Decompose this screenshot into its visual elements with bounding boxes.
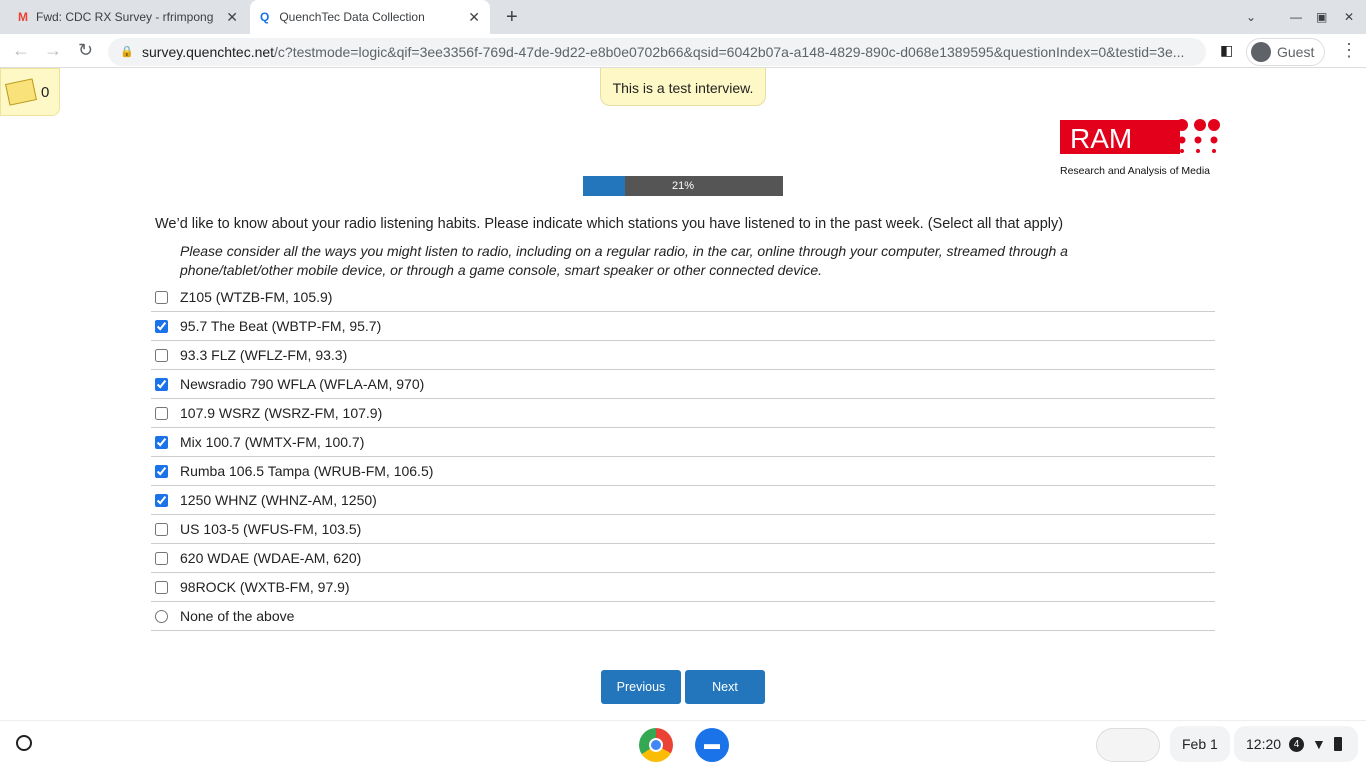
launcher-icon[interactable] (16, 735, 32, 751)
date-tray[interactable]: Feb 1 (1170, 726, 1230, 762)
tab-search-icon[interactable]: ⌄ (1246, 10, 1257, 24)
option-checkbox[interactable] (155, 435, 168, 449)
back-icon[interactable]: ← (12, 40, 30, 60)
option-row[interactable]: Newsradio 790 WFLA (WFLA-AM, 970) (151, 370, 1215, 399)
option-row[interactable]: 95.7 The Beat (WBTP-FM, 95.7) (151, 312, 1215, 341)
forward-icon[interactable]: → (44, 40, 62, 60)
option-checkbox[interactable] (155, 580, 168, 594)
wifi-icon: ▼ (1312, 736, 1326, 752)
option-checkbox[interactable] (155, 522, 168, 536)
note-icon (5, 78, 37, 106)
option-row[interactable]: 93.3 FLZ (WFLZ-FM, 93.3) (151, 341, 1215, 370)
options-list: Z105 (WTZB-FM, 105.9) 95.7 The Beat (WBTP… (151, 283, 1215, 631)
option-label: US 103-5 (WFUS-FM, 103.5) (180, 521, 362, 537)
option-row[interactable]: 1250 WHNZ (WHNZ-AM, 1250) (151, 486, 1215, 515)
quenchtec-icon: Q (260, 10, 270, 24)
shelf: ▬ (0, 720, 1366, 768)
option-label: None of the above (180, 608, 295, 624)
option-label: Mix 100.7 (WMTX-FM, 100.7) (180, 434, 365, 450)
gmail-icon: M (18, 10, 28, 24)
tab-title: QuenchTec Data Collection (279, 10, 425, 24)
battery-icon (1333, 737, 1342, 751)
next-button[interactable]: Next (685, 670, 765, 704)
svg-text:RAM: RAM (1070, 123, 1132, 154)
option-label: Z105 (WTZB-FM, 105.9) (180, 289, 333, 305)
option-label: 93.3 FLZ (WFLZ-FM, 93.3) (180, 347, 348, 363)
lock-icon: 🔒 (120, 46, 134, 58)
time-label: 12:20 (1246, 736, 1282, 752)
close-tab-icon[interactable]: ✕ (468, 8, 480, 25)
previous-button[interactable]: Previous (601, 670, 681, 704)
option-row[interactable]: 98ROCK (WXTB-FM, 97.9) (151, 573, 1215, 602)
progress-bar: 21% (583, 176, 783, 196)
close-window-icon[interactable]: ✕ (1344, 10, 1355, 24)
notes-button[interactable]: 0 (0, 68, 60, 116)
menu-icon[interactable]: ⋮ (1340, 40, 1358, 60)
holding-space-icon[interactable] (1096, 728, 1160, 762)
tab-title: Fwd: CDC RX Survey - rfrimpong (36, 10, 214, 24)
option-checkbox[interactable] (155, 348, 168, 362)
side-panel-icon[interactable]: ◧ (1220, 42, 1234, 58)
chrome-icon[interactable] (639, 728, 673, 762)
option-row[interactable]: 620 WDAE (WDAE-AM, 620) (151, 544, 1215, 573)
url-path: /c?testmode=logic&qif=3ee3356f-769d-47de… (274, 44, 1185, 60)
url-input[interactable]: 🔒 survey.quenchtec.net/c?testmode=logic&… (108, 38, 1206, 66)
notes-count: 0 (41, 83, 50, 101)
minimize-icon[interactable]: — (1290, 10, 1302, 24)
profile-button[interactable]: Guest (1246, 38, 1326, 66)
option-label: 95.7 The Beat (WBTP-FM, 95.7) (180, 318, 382, 334)
notification-badge: 4 (1289, 736, 1305, 752)
option-label: 620 WDAE (WDAE-AM, 620) (180, 550, 362, 566)
option-checkbox[interactable] (155, 464, 168, 478)
option-label: 107.9 WSRZ (WSRZ-FM, 107.9) (180, 405, 383, 421)
option-radio[interactable] (155, 609, 168, 623)
option-label: 1250 WHNZ (WHNZ-AM, 1250) (180, 492, 377, 508)
new-tab-button[interactable]: + (506, 5, 518, 28)
tab-quenchtec[interactable]: Q QuenchTec Data Collection ✕ (250, 0, 490, 34)
option-checkbox[interactable] (155, 290, 168, 304)
progress-fill (583, 176, 625, 196)
option-row[interactable]: 107.9 WSRZ (WSRZ-FM, 107.9) (151, 399, 1215, 428)
option-checkbox[interactable] (155, 493, 168, 507)
option-row[interactable]: Rumba 106.5 Tampa (WRUB-FM, 106.5) (151, 457, 1215, 486)
option-row[interactable]: None of the above (151, 602, 1215, 631)
files-icon[interactable]: ▬ (695, 728, 729, 762)
date-label: Feb 1 (1182, 736, 1218, 752)
option-label: Newsradio 790 WFLA (WFLA-AM, 970) (180, 376, 425, 392)
profile-label: Guest (1277, 44, 1315, 60)
address-bar: ← → ↻ 🔒 survey.quenchtec.net/c?testmode=… (0, 34, 1366, 68)
progress-label: 21% (671, 180, 695, 192)
tab-gmail[interactable]: M Fwd: CDC RX Survey - rfrimpong ✕ (8, 0, 248, 34)
url-host: survey.quenchtec.net (142, 44, 275, 60)
logo-tagline: Research and Analysis of Media (1060, 165, 1210, 177)
close-tab-icon[interactable]: ✕ (226, 8, 238, 25)
question-text: We’d like to know about your radio liste… (155, 216, 1064, 232)
reload-icon[interactable]: ↻ (78, 40, 94, 60)
option-label: 98ROCK (WXTB-FM, 97.9) (180, 579, 350, 595)
maximize-icon[interactable]: ▣ (1316, 10, 1328, 24)
status-tray[interactable]: 12:20 4 ▼ (1234, 726, 1358, 762)
ram-logo: RAM Research and Analysis of Media (1060, 118, 1220, 177)
option-checkbox[interactable] (155, 406, 168, 420)
question-instruction: Please consider all the ways you might l… (180, 243, 1068, 278)
option-checkbox[interactable] (155, 551, 168, 565)
option-row[interactable]: Z105 (WTZB-FM, 105.9) (151, 283, 1215, 312)
option-label: Rumba 106.5 Tampa (WRUB-FM, 106.5) (180, 463, 434, 479)
test-banner: This is a test interview. (600, 68, 766, 106)
option-checkbox[interactable] (155, 377, 168, 391)
option-row[interactable]: US 103-5 (WFUS-FM, 103.5) (151, 515, 1215, 544)
option-row[interactable]: Mix 100.7 (WMTX-FM, 100.7) (151, 428, 1215, 457)
tab-bar: M Fwd: CDC RX Survey - rfrimpong ✕ Q Que… (0, 0, 1366, 34)
option-checkbox[interactable] (155, 319, 168, 333)
avatar-icon (1251, 42, 1271, 62)
